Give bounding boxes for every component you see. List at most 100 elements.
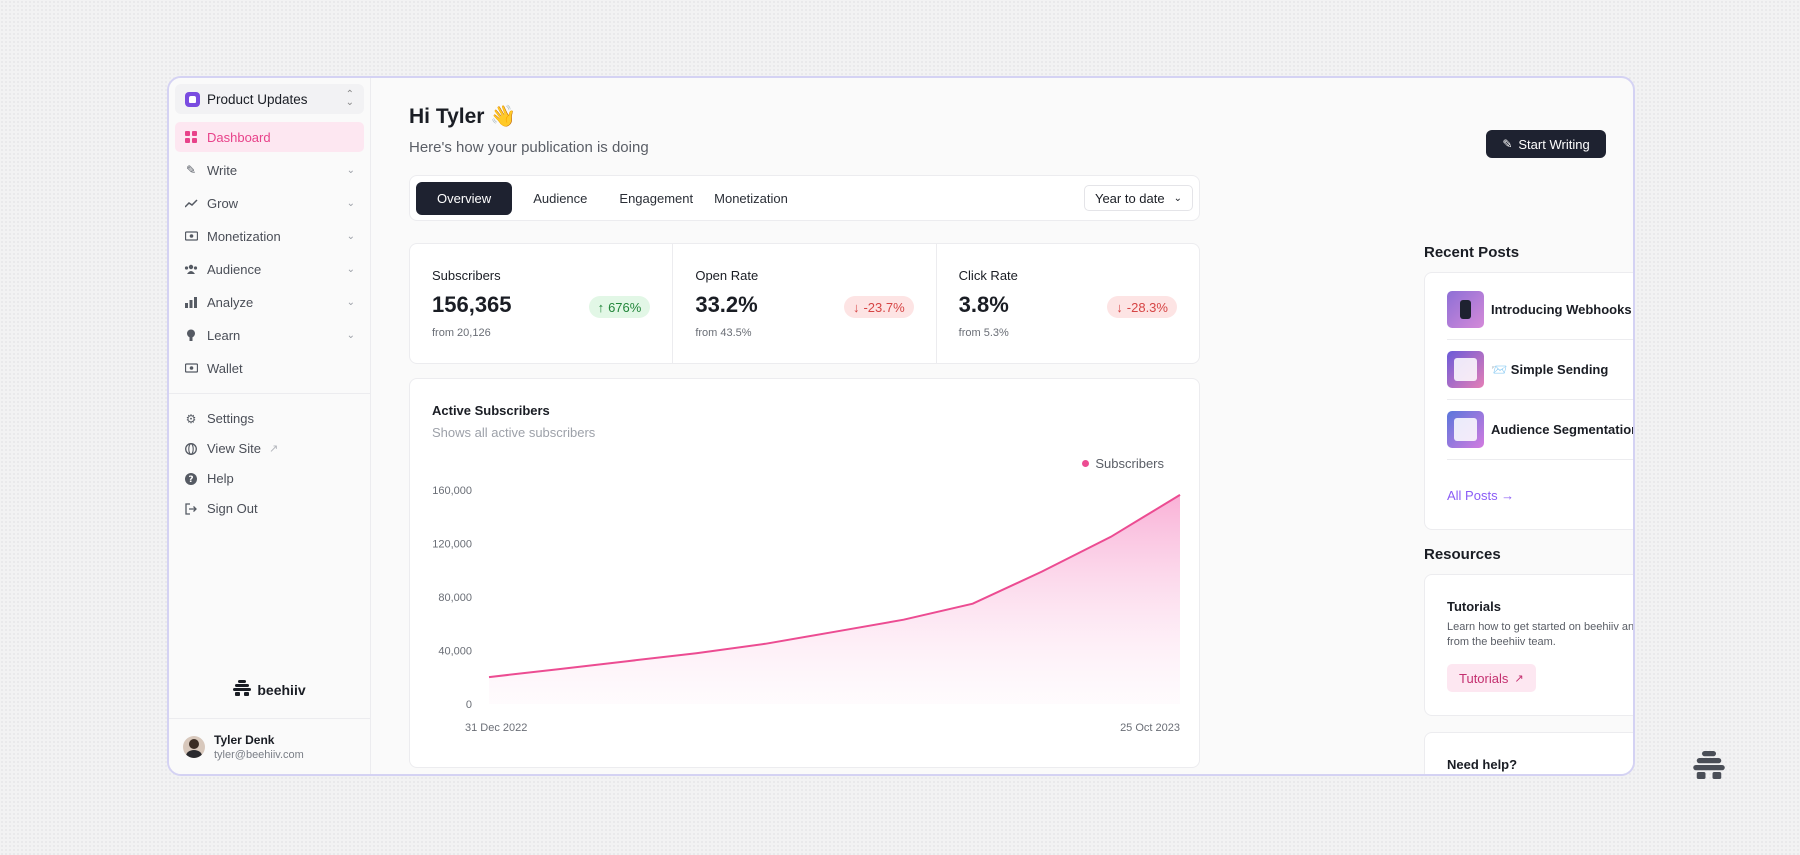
tab-monetization[interactable]: Monetization: [714, 190, 788, 206]
tab-audience[interactable]: Audience: [533, 190, 588, 206]
change-badge: ↓ -28.3%: [1107, 296, 1177, 318]
main-nav: Dashboard ✎ Write ⌄ Grow ⌄ Monetization …: [169, 122, 370, 383]
external-link-icon: ↗: [268, 443, 279, 455]
nav-label: Learn: [207, 327, 241, 343]
chevron-down-icon: ⌄: [346, 164, 355, 176]
nav-label: Monetization: [207, 228, 281, 244]
chevron-down-icon: ⌄: [346, 263, 355, 275]
pen-icon: ✎: [1502, 137, 1513, 151]
nav-item-write[interactable]: ✎ Write ⌄: [175, 155, 364, 185]
sidebar: Product Updates ⌃ ⌄ Dashboard ✎ Write ⌄ G…: [169, 78, 371, 774]
change-value: 676%: [608, 299, 642, 315]
post-thumbnail: [1447, 411, 1484, 448]
stat-from: from 5.3%: [958, 327, 1009, 339]
x-tick-label: 31 Dec 2022: [465, 722, 527, 734]
y-tick-label: 0: [466, 699, 472, 711]
y-tick-label: 120,000: [432, 539, 472, 551]
nav-label: Grow: [207, 195, 239, 211]
chevron-down-icon: ⌄: [346, 230, 355, 242]
nav-item-audience[interactable]: Audience ⌄: [175, 254, 364, 284]
y-tick-label: 80,000: [438, 592, 472, 604]
y-tick-label: 160,000: [432, 485, 472, 497]
post-title: 📨 Simple Sending: [1491, 361, 1609, 377]
users-icon: [184, 262, 198, 276]
help-icon: ?: [184, 472, 198, 486]
need-help-title: Need help?: [1447, 757, 1518, 772]
series-line: [488, 494, 1181, 679]
beehiiv-corner-logo-icon: [1693, 751, 1725, 784]
stat-open-rate: Open Rate 33.2% from 43.5% ↓ -23.7%: [673, 244, 937, 363]
nav-label: Audience: [207, 261, 262, 277]
user-profile[interactable]: Tyler Denk tyler@beehiiv.com: [169, 718, 370, 774]
tutorials-card: Tutorials Learn how to get started on be…: [1424, 574, 1633, 716]
stat-label: Click Rate: [958, 268, 1018, 283]
stat-click-rate: Click Rate 3.8% from 5.3% ↓ -28.3%: [937, 244, 1199, 363]
post-title: Audience Segmentation, Reimagined: [1491, 422, 1635, 437]
nav-item-help[interactable]: ? Help: [175, 464, 364, 493]
nav-label: Settings: [207, 411, 254, 426]
external-link-icon: ↗: [1514, 672, 1524, 685]
arrow-down-icon: ↓: [1116, 299, 1123, 315]
page-title: Hi Tyler 👋: [409, 105, 517, 128]
tab-bar: Overview Audience Engagement Monetizatio…: [409, 175, 1200, 221]
tutorials-title: Tutorials: [1447, 599, 1501, 614]
sidebar-divider: [169, 393, 370, 394]
chevron-down-icon: ⌄: [346, 329, 355, 341]
trend-icon: [184, 196, 198, 210]
nav-item-sign-out[interactable]: Sign Out: [175, 494, 364, 523]
pen-icon: ✎: [185, 163, 197, 177]
avatar: [183, 735, 205, 758]
stat-subscribers: Subscribers 156,365 from 20,126 ↑ 676%: [410, 244, 674, 363]
start-writing-label: Start Writing: [1518, 136, 1590, 152]
all-posts-link[interactable]: All Posts →: [1447, 488, 1515, 503]
chevron-down-icon: ⌄: [346, 296, 355, 308]
nav-item-view-site[interactable]: View Site ↗: [175, 434, 364, 463]
publication-name: Product Updates: [207, 91, 308, 107]
arrow-down-icon: ↓: [852, 299, 860, 315]
legend-label: Subscribers: [1095, 456, 1164, 471]
publication-switcher[interactable]: Product Updates ⌃ ⌄: [175, 84, 364, 114]
post-item[interactable]: 📨 Simple Sending: [1447, 340, 1633, 400]
nav-label: Sign Out: [207, 501, 258, 516]
tab-engagement[interactable]: Engagement: [619, 190, 694, 206]
nav-label: Help: [207, 471, 234, 486]
chevron-down-icon: ⌄: [346, 197, 355, 209]
tab-overview[interactable]: Overview: [416, 181, 513, 215]
post-item[interactable]: Audience Segmentation, Reimagined: [1447, 400, 1635, 460]
page-subtitle: Here's how your publication is doing: [409, 139, 649, 156]
nav-item-dashboard[interactable]: Dashboard: [175, 122, 364, 152]
money-icon: [184, 229, 198, 243]
stat-value: 3.8%: [958, 292, 1009, 317]
nav-item-wallet[interactable]: Wallet: [175, 353, 364, 383]
nav-item-monetization[interactable]: Monetization ⌄: [175, 221, 364, 251]
nav-label: View Site: [207, 441, 261, 456]
nav-item-learn[interactable]: Learn ⌄: [175, 320, 364, 350]
recent-posts-heading: Recent Posts: [1424, 244, 1520, 261]
wallet-icon: [184, 361, 198, 375]
tutorials-button[interactable]: Tutorials ↗: [1447, 664, 1536, 692]
user-email: tyler@beehiiv.com: [214, 748, 304, 761]
period-select[interactable]: Year to date ⌄: [1083, 185, 1193, 211]
nav-item-grow[interactable]: Grow ⌄: [175, 188, 364, 218]
brand-name: beehiiv: [257, 681, 306, 698]
change-value: -23.7%: [863, 299, 905, 315]
stat-from: from 43.5%: [695, 327, 752, 339]
post-thumbnail: [1447, 351, 1484, 388]
chevron-down-icon: ⌄: [1173, 192, 1182, 204]
post-thumbnail: [1447, 291, 1484, 328]
user-name: Tyler Denk: [214, 732, 275, 747]
nav-label: Analyze: [207, 294, 254, 310]
stat-value: 156,365: [432, 292, 512, 317]
nav-label: Wallet: [207, 360, 243, 376]
active-subscribers-card: Active Subscribers Shows all active subs…: [409, 378, 1200, 768]
nav-item-settings[interactable]: ⚙ Settings: [175, 404, 364, 433]
gear-icon: ⚙: [185, 411, 197, 426]
arrow-up-icon: ↑: [597, 299, 605, 315]
resources-heading: Resources: [1424, 546, 1501, 563]
start-writing-button[interactable]: ✎ Start Writing: [1486, 130, 1606, 158]
post-item[interactable]: Introducing Webhooks: [1447, 280, 1633, 340]
tutorials-button-label: Tutorials: [1459, 670, 1509, 686]
nav-item-analyze[interactable]: Analyze ⌄: [175, 287, 364, 317]
post-title: Introducing Webhooks: [1491, 302, 1632, 317]
